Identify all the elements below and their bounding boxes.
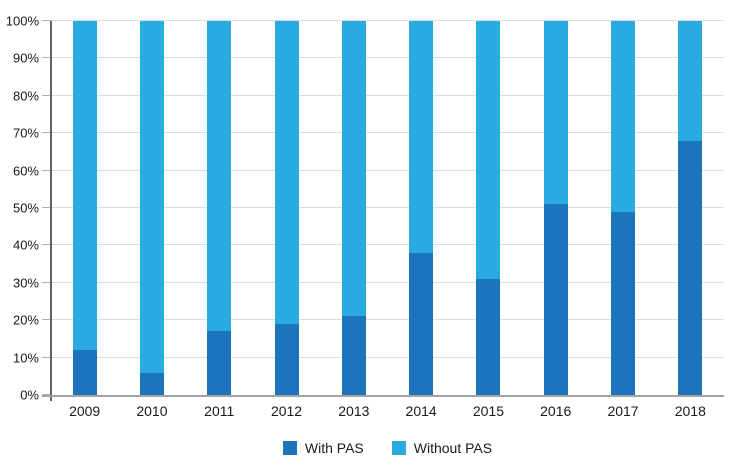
x-axis-label: 2013 — [338, 403, 370, 419]
y-axis-tick — [42, 356, 51, 358]
bar-2010: 2010 — [136, 21, 168, 418]
gridline — [51, 207, 724, 208]
bar-segment-without-pas — [476, 21, 501, 280]
with-pas-swatch-icon — [282, 441, 297, 455]
legend-item-without-pas: Without PAS — [391, 440, 493, 456]
y-axis-label: 40% — [12, 237, 39, 253]
y-axis-tick — [42, 394, 51, 395]
bar-2014: 2014 — [406, 21, 437, 418]
x-axis-label: 2010 — [136, 403, 168, 419]
gridline — [51, 57, 724, 59]
bar-segment-with-pas — [611, 211, 636, 395]
bar-segment-without-pas — [341, 21, 366, 317]
y-axis-tick — [42, 244, 51, 246]
gridline — [51, 20, 724, 21]
x-axis-label: 2011 — [204, 403, 235, 419]
bar-2012: 2012 — [271, 21, 302, 418]
bar-2016: 2016 — [540, 21, 571, 418]
y-axis-label: 70% — [12, 125, 39, 141]
bar-segment-with-pas — [476, 279, 501, 395]
x-axis-line — [42, 395, 724, 397]
bar-segment-without-pas — [678, 21, 703, 141]
y-axis-label: 60% — [12, 163, 39, 179]
bar-segment-without-pas — [274, 21, 299, 324]
bar-2017: 2017 — [607, 21, 639, 418]
y-axis-tick — [42, 281, 51, 283]
gridline — [51, 244, 724, 246]
x-axis-label: 2016 — [540, 403, 572, 419]
y-axis-tick — [42, 94, 51, 96]
bar-segment-without-pas — [543, 21, 568, 205]
legend-label-with-pas: With PAS — [304, 440, 364, 456]
bar-segment-with-pas — [274, 323, 299, 395]
y-axis-tick — [42, 169, 51, 171]
y-axis-tick — [42, 20, 51, 21]
y-axis-label: 50% — [12, 200, 39, 216]
x-axis-label: 2017 — [607, 403, 639, 419]
bar-2018: 2018 — [675, 21, 706, 418]
bar-segment-with-pas — [207, 331, 232, 395]
bar-segment-with-pas — [139, 372, 164, 395]
bar-2011: 2011 — [204, 21, 234, 418]
bar-segment-without-pas — [207, 21, 232, 332]
bar-segment-with-pas — [543, 204, 568, 395]
y-axis-tick — [42, 57, 51, 59]
gridline — [51, 281, 724, 283]
y-axis-tick — [42, 207, 51, 208]
y-axis-label: 100% — [5, 13, 39, 29]
bar-2015: 2015 — [473, 21, 504, 418]
without-pas-swatch-icon — [391, 441, 406, 455]
y-axis-label: 0% — [20, 387, 39, 403]
gridline — [51, 319, 724, 321]
gridline — [51, 94, 724, 96]
plot-area: 0% 10% 20% 30% 40% 50% 60% 70% 80% 90% 100% 2009 20… — [6, 15, 724, 418]
legend: With PAS Without PAS — [51, 440, 724, 456]
gridline — [51, 132, 724, 134]
x-axis-label: 2012 — [270, 403, 303, 419]
bars-layer: 2009 2010 2011 2012 2013 2014 2015 2016 2017 2018 — [51, 21, 724, 418]
x-axis-label: 2015 — [472, 403, 504, 419]
bar-2013: 2013 — [338, 21, 369, 418]
y-axis-tick — [42, 132, 51, 134]
bar-segment-with-pas — [678, 140, 703, 395]
gridline — [51, 169, 724, 171]
bar-segment-with-pas — [409, 252, 434, 395]
bar-segment-without-pas — [139, 21, 164, 373]
y-axis-label: 80% — [12, 88, 39, 104]
y-axis-label: 10% — [12, 350, 39, 366]
bar-segment-without-pas — [409, 21, 434, 253]
bar-segment-with-pas — [72, 350, 97, 395]
legend-item-with-pas: With PAS — [282, 440, 364, 456]
x-axis-label: 2014 — [405, 403, 437, 419]
y-axis-tick — [42, 319, 51, 321]
bar-2009: 2009 — [69, 21, 100, 418]
gridline — [51, 356, 724, 358]
y-axis-line — [50, 21, 52, 401]
y-axis-label: 90% — [12, 50, 39, 66]
x-axis-label: 2009 — [69, 403, 101, 419]
bar-segment-without-pas — [611, 21, 636, 212]
y-axis-label: 20% — [12, 312, 39, 328]
bar-segment-with-pas — [341, 316, 366, 395]
bar-segment-without-pas — [72, 21, 97, 351]
legend-label-without-pas: Without PAS — [413, 440, 493, 456]
y-axis-label: 30% — [12, 275, 39, 291]
x-axis-label: 2018 — [674, 403, 706, 419]
